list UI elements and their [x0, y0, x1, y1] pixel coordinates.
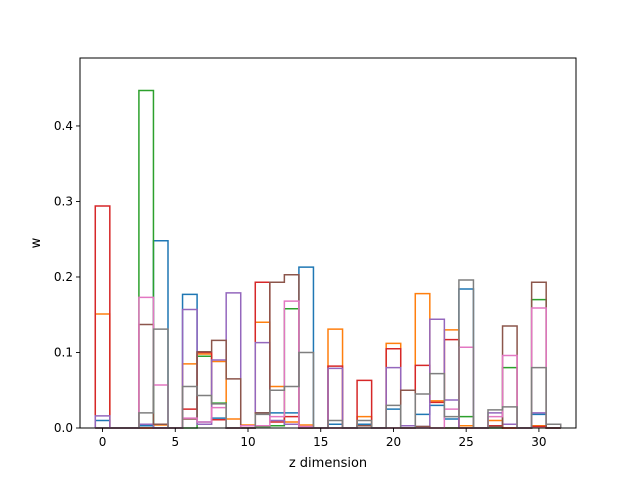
y-tick-label: 0.0: [54, 421, 73, 435]
plot-frame: [79, 57, 577, 429]
x-tick-label: 5: [171, 435, 179, 449]
y-tick-label: 0.3: [54, 194, 73, 208]
x-tick-label: 25: [459, 435, 474, 449]
series-layer: [94, 89, 562, 429]
x-tick-label: 10: [240, 435, 255, 449]
x-tick-label: 30: [531, 435, 546, 449]
x-axis-ticks: 0 5 10 15 20 25 30: [99, 428, 547, 449]
x-axis-label: z dimension: [289, 456, 367, 471]
y-axis-ticks: 0.0 0.1 0.2 0.3 0.4: [54, 119, 80, 435]
series-7: [95, 279, 562, 429]
y-tick-label: 0.4: [54, 119, 73, 133]
y-tick-label: 0.1: [54, 345, 73, 359]
x-tick-label: 0: [99, 435, 107, 449]
y-tick-label: 0.2: [54, 270, 73, 284]
y-axis-label: w: [29, 237, 44, 248]
x-tick-label: 20: [386, 435, 401, 449]
series-7-line: [95, 279, 562, 429]
x-tick-label: 15: [313, 435, 328, 449]
